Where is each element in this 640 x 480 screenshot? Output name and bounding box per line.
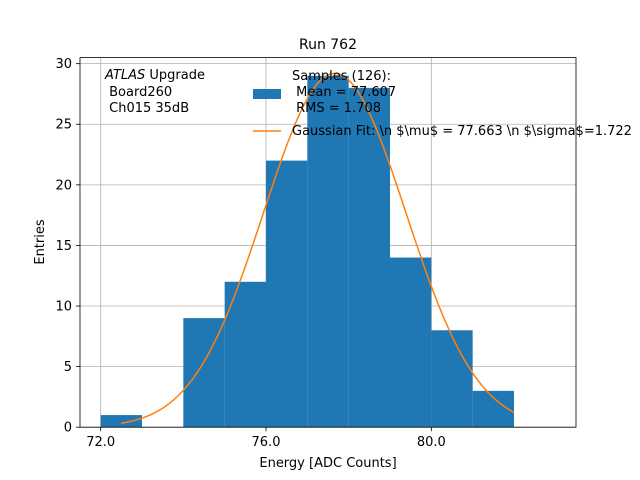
y-tick-label: 15	[55, 239, 72, 254]
histogram-bar	[100, 415, 142, 428]
x-axis-label: Energy [ADC Counts]	[259, 456, 396, 471]
x-tick-label: 80.0	[417, 435, 446, 450]
histogram-bar	[307, 75, 349, 428]
board-label: Board260	[105, 85, 172, 100]
x-tick-label: 72.0	[86, 435, 115, 450]
chart-title: Run 762	[299, 37, 357, 53]
legend: Samples (126): Mean = 77.607 RMS = 1.708…	[253, 69, 632, 139]
histogram-bar	[266, 160, 308, 428]
x-axis-ticks: 72.0 76.0 80.0	[86, 427, 446, 450]
svg-text:ATLAS Upgrade: ATLAS Upgrade	[104, 68, 205, 83]
y-tick-label: 0	[64, 421, 72, 436]
upgrade-label: Upgrade	[145, 68, 205, 83]
plot-frame	[79, 57, 577, 428]
legend-histogram-line: Mean = 77.607	[292, 85, 396, 100]
channel-label: Ch015 35dB	[105, 101, 189, 116]
legend-histogram-line: Samples (126):	[292, 69, 391, 84]
legend-histogram-line: RMS = 1.708	[292, 101, 381, 116]
atlas-annotation: ATLAS Upgrade Board260 Ch015 35dB	[104, 68, 205, 116]
histogram-bar	[224, 281, 266, 428]
y-tick-label: 5	[64, 360, 72, 375]
y-axis-ticks: 0 5 10 15 20 25 30	[55, 57, 80, 436]
atlas-label: ATLAS	[104, 68, 145, 83]
y-tick-label: 20	[55, 178, 72, 193]
histogram-bar	[390, 257, 432, 428]
gaussian-fit-curve	[121, 72, 515, 424]
legend-histogram-swatch	[253, 89, 281, 99]
legend-fit-label: Gaussian Fit: \n $\mu$ = 77.663 \n $\sig…	[292, 124, 632, 139]
y-tick-label: 30	[55, 57, 72, 72]
y-tick-label: 25	[55, 118, 72, 133]
histogram-bar	[431, 330, 473, 428]
y-tick-label: 10	[55, 300, 72, 315]
x-tick-label: 76.0	[252, 435, 281, 450]
y-axis-label: Entries	[33, 219, 48, 265]
legend-histogram-label: Samples (126): Mean = 77.607 RMS = 1.708	[292, 69, 396, 116]
